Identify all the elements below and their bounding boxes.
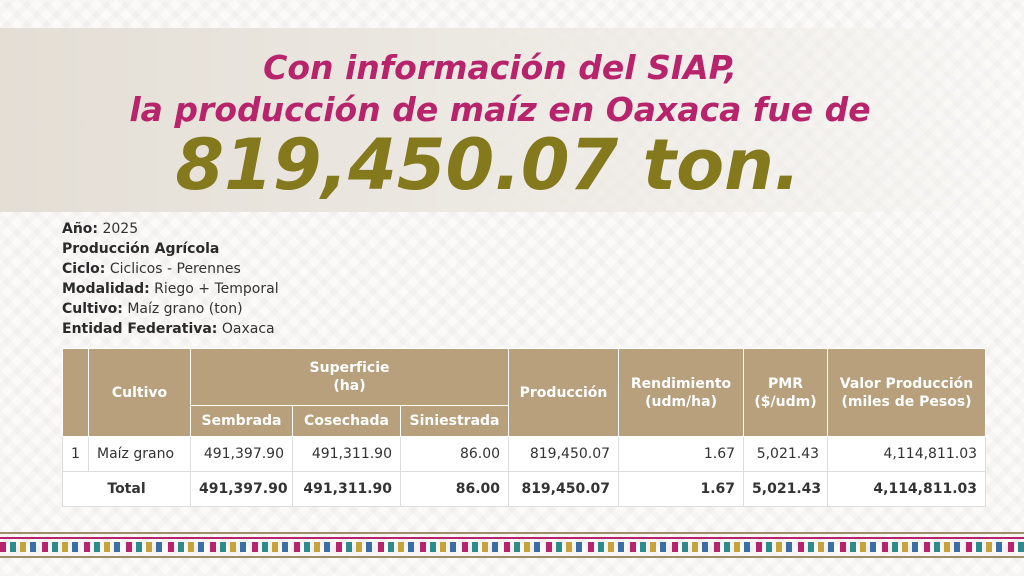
meta-value: Riego + Temporal <box>154 281 279 297</box>
header-cell: Sembrada <box>190 405 293 437</box>
header-text: Valor Producción <box>839 375 974 392</box>
highlight-number: 819,450.07 ton. <box>175 124 801 206</box>
table-cell: 5,021.43 <box>743 471 829 507</box>
meta-value: Maíz grano (ton) <box>127 301 243 317</box>
header-text: PMR <box>768 375 804 392</box>
meta-line: Producción Agrícola <box>62 239 279 259</box>
meta-line: Entidad Federativa: Oaxaca <box>62 319 279 339</box>
decoration <box>0 532 1024 534</box>
title-line: Con información del SIAP, <box>263 48 737 87</box>
table-cell: 1.67 <box>618 471 745 507</box>
header-text: (miles de Pesos) <box>841 393 972 410</box>
decoration <box>0 556 1024 558</box>
header-cell: Superficie (ha) <box>189 348 510 406</box>
meta-value: Ciclicos - Perennes <box>109 261 241 277</box>
meta-line: Año: 2025 <box>62 219 279 239</box>
data-table: Cultivo Superficie (ha) Producción Rendim… <box>62 348 987 507</box>
meta-value: Oaxaca <box>221 321 275 337</box>
table-cell: 491,311.90 <box>292 436 401 472</box>
table-cell: 86.00 <box>399 471 510 507</box>
decoration <box>0 537 1024 539</box>
table-row: 1 Maíz grano 491,397.90 491,311.90 86.00 819,… <box>62 436 987 472</box>
header-cell: Siniestrada <box>399 405 510 437</box>
header-cell: PMR ($/udm) <box>743 348 829 437</box>
decoration <box>0 542 1024 552</box>
table-cell: Maíz grano <box>88 436 191 472</box>
header-cell: Valor Producción (miles de Pesos) <box>827 348 987 437</box>
meta-label: Cultivo: <box>62 301 123 317</box>
meta-line: Cultivo: Maíz grano (ton) <box>62 299 279 319</box>
table-cell: Total <box>62 471 191 507</box>
table-cell: 1 <box>62 436 89 472</box>
table-cell: 86.00 <box>399 436 510 472</box>
header-text: Rendimiento <box>630 375 732 392</box>
meta-label: Modalidad: <box>62 281 150 297</box>
header-text: (ha) <box>333 378 366 394</box>
header-text: (udm/ha) <box>645 393 717 410</box>
header-band <box>0 28 1024 212</box>
table-cell: 1.67 <box>618 436 745 472</box>
table-cell: 491,397.90 <box>190 436 293 472</box>
table-cell: 819,450.07 <box>508 471 620 507</box>
table-cell: 4,114,811.03 <box>827 471 987 507</box>
header-text: ($/udm) <box>754 393 817 410</box>
header-cell: Cultivo <box>88 348 191 437</box>
header-text: Superficie <box>309 360 390 376</box>
meta-label: Entidad Federativa: <box>62 321 218 337</box>
header-cell <box>62 348 89 437</box>
meta-line: Ciclo: Ciclicos - Perennes <box>62 259 279 279</box>
meta-label: Producción Agrícola <box>62 241 220 257</box>
meta-line: Modalidad: Riego + Temporal <box>62 279 279 299</box>
total-row: Total 491,397.90 491,311.90 86.00 819,450.07… <box>62 471 987 507</box>
table-cell: 819,450.07 <box>508 436 620 472</box>
meta-label: Ciclo: <box>62 261 106 277</box>
header-cell: Rendimiento (udm/ha) <box>618 348 745 437</box>
table-cell: 491,311.90 <box>292 471 401 507</box>
table-cell: 4,114,811.03 <box>827 436 987 472</box>
metadata: Año: 2025 Producción Agrícola Ciclo: Cicli… <box>62 219 279 339</box>
title-line: la producción de maíz en Oaxaca fue de <box>129 90 871 129</box>
header-cell: Cosechada <box>292 405 401 437</box>
table-cell: 491,397.90 <box>190 471 293 507</box>
table-cell: 5,021.43 <box>743 436 829 472</box>
header-cell: Producción <box>508 348 620 437</box>
meta-value: 2025 <box>102 221 139 237</box>
meta-label: Año: <box>62 221 99 237</box>
